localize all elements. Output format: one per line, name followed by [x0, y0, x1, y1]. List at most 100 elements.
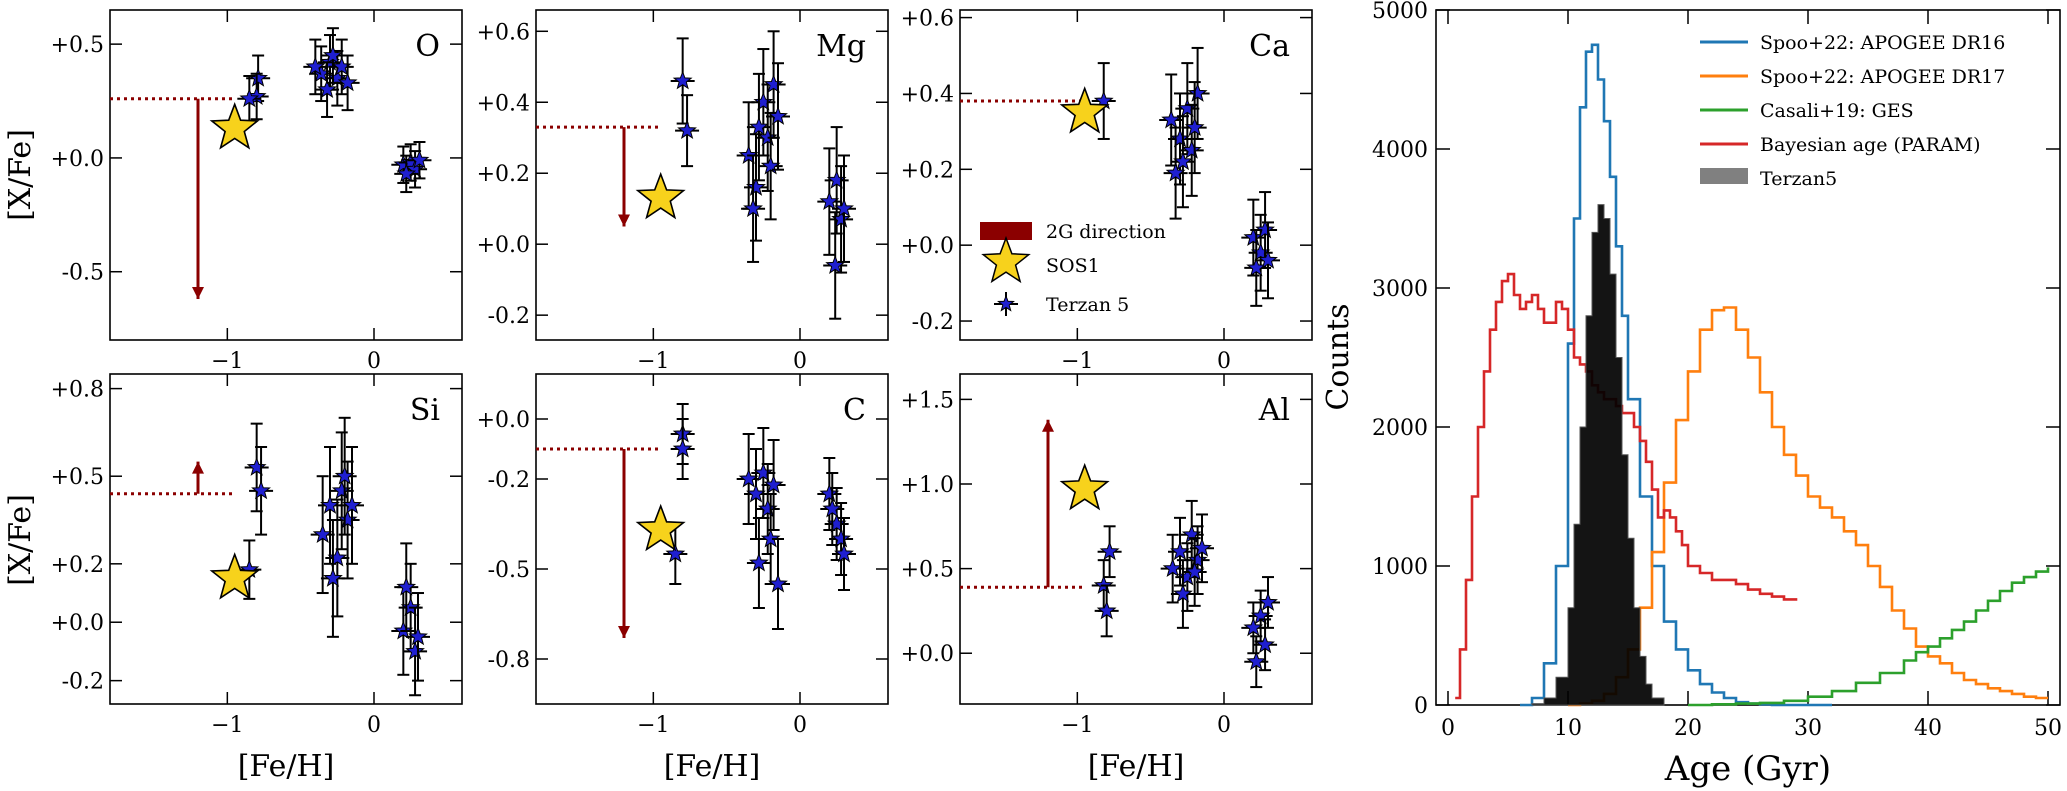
- legend-2g-label: 2G direction: [1046, 221, 1166, 243]
- panel-c: +0.0 -0.2 -0.5 -0.8 −1 0 C [Fe/H]: [477, 373, 889, 784]
- ytick-label: -0.2: [62, 670, 104, 695]
- terzan5-point: [409, 149, 430, 169]
- hist-ytick-label: 1000: [1372, 555, 1428, 580]
- guide-arrow-head: [618, 626, 630, 638]
- terzan5-point: [327, 547, 348, 567]
- terzan5-point: [337, 72, 358, 92]
- hist-frame: [1435, 9, 2061, 706]
- terzan5-point: [768, 106, 788, 125]
- guide-arrow-head: [1042, 419, 1054, 432]
- legend-label: Bayesian age (PARAM): [1760, 134, 1981, 156]
- legend-sos1-star: [981, 235, 1031, 284]
- terzan5-point: [677, 120, 697, 140]
- terzan5-point: [768, 573, 788, 593]
- panel-al-frame: [959, 373, 1313, 705]
- ytick-label: +0.2: [51, 553, 104, 578]
- terzan5-point: [1246, 257, 1267, 277]
- ytick-label: -0.2: [912, 310, 954, 335]
- ytick-label: +0.5: [51, 33, 104, 58]
- hist-ytick-label: 5000: [1372, 0, 1428, 24]
- terzan5-point: [1255, 219, 1275, 239]
- xtick-label: −1: [211, 349, 243, 374]
- legend-label: Spoo+22: APOGEE DR17: [1760, 66, 2005, 88]
- panel-mg: +0.6 +0.4 +0.2 +0.0 -0.2 −1 0 Mg: [477, 9, 889, 374]
- terzan5-point: [251, 480, 271, 500]
- ytick-label: +0.6: [901, 7, 954, 32]
- guide-arrow-head: [192, 287, 204, 300]
- xtick-label: 0: [1217, 349, 1231, 374]
- ytick-label: +0.4: [901, 82, 954, 107]
- panel-si-xlabel: [Fe/H]: [238, 749, 335, 784]
- legend-swatch-terzan5: [1700, 168, 1748, 184]
- terzan5-point: [323, 45, 343, 64]
- panel-o-label: O: [415, 29, 440, 64]
- panel-si-frame: [109, 373, 463, 705]
- ytick-label: -0.5: [62, 261, 104, 286]
- xtick-label: 0: [793, 349, 807, 374]
- panel-al-xlabel: [Fe/H]: [1088, 749, 1185, 784]
- ytick-label: +0.2: [901, 158, 954, 183]
- ytick-label: -0.2: [488, 304, 530, 329]
- sos1-star: [1059, 462, 1110, 511]
- terzan5-point: [753, 91, 774, 111]
- legend-label: Spoo+22: APOGEE DR16: [1760, 32, 2005, 54]
- panel-al-label: Al: [1258, 393, 1290, 428]
- hist-ytick-label: 2000: [1372, 416, 1428, 441]
- terzan5-point: [396, 163, 417, 183]
- panel-mg-label: Mg: [816, 29, 866, 64]
- hist-xtick-label: 0: [1441, 716, 1455, 741]
- xtick-label: 0: [793, 713, 807, 738]
- terzan5-point: [749, 116, 769, 136]
- terzan5-point: [1192, 537, 1212, 557]
- legend-terzan-label: Terzan 5: [1046, 294, 1129, 316]
- xtick-label: −1: [211, 713, 243, 738]
- terzan5-point: [323, 567, 343, 587]
- hist-xtick-label: 50: [2034, 716, 2062, 741]
- panel-ca-label: Ca: [1249, 29, 1290, 64]
- ytick-label: +0.0: [901, 234, 954, 259]
- ytick-label: +0.0: [477, 408, 530, 433]
- panel-si-ylabel: [X/Fe]: [3, 494, 38, 586]
- terzan5-point: [665, 543, 686, 563]
- panel-o-ylabel: [X/Fe]: [3, 129, 38, 221]
- sos1-star: [635, 171, 686, 220]
- panel-mg-frame: [535, 9, 889, 341]
- panel-c-label: C: [843, 393, 866, 428]
- panel-c-frame: [535, 373, 889, 705]
- terzan5-point: [760, 528, 781, 548]
- terzan5-point: [763, 74, 784, 93]
- terzan5-point: [1258, 592, 1278, 611]
- hist-marks: 0 1000 2000 3000 4000 5000 0 10 20 30 40 50: [1372, 0, 2062, 741]
- legend-label: Casali+19: GES: [1760, 100, 1914, 122]
- guide-arrow-head: [192, 461, 204, 474]
- terzan5-point: [1099, 541, 1120, 561]
- xtick-label: −1: [637, 713, 669, 738]
- ytick-label: +1.0: [901, 473, 954, 498]
- hist-xtick-label: 20: [1674, 716, 1702, 741]
- terzan5-point: [1258, 249, 1278, 269]
- ytick-label: +0.2: [477, 162, 530, 187]
- terzan5-point: [1165, 162, 1186, 182]
- panel-o: +0.5 +0.0 -0.5 −1 0 O [X/Fe]: [3, 9, 463, 374]
- hist-ytick-label: 3000: [1372, 277, 1428, 302]
- terzan5-point: [408, 626, 428, 646]
- hist-legend: Spoo+22: APOGEE DR16 Spoo+22: APOGEE DR17…: [1700, 32, 2005, 190]
- terzan5-point: [834, 198, 854, 218]
- xtick-label: −1: [637, 349, 669, 374]
- panel-si-label: Si: [410, 393, 440, 428]
- panel-c-xlabel: [Fe/H]: [664, 749, 761, 784]
- hist-xtick-label: 10: [1554, 716, 1582, 741]
- panel-al-marks: +1.5 +1.0 +0.5 +0.0 −1 0: [901, 374, 1312, 738]
- hist-xtick-label: 30: [1794, 716, 1822, 741]
- terzan5-point: [1246, 651, 1267, 671]
- ytick-label: +0.0: [51, 611, 104, 636]
- panel-ca-frame: [959, 9, 1313, 341]
- panel-ca-legend: 2G direction SOS1 Terzan 5: [980, 221, 1166, 316]
- terzan5-point: [749, 552, 769, 572]
- terzan5-point: [305, 56, 326, 76]
- ytick-label: +1.5: [901, 388, 954, 413]
- legend-label: Terzan5: [1760, 168, 1837, 190]
- panel-mg-marks: +0.6 +0.4 +0.2 +0.0 -0.2 −1 0: [477, 10, 888, 374]
